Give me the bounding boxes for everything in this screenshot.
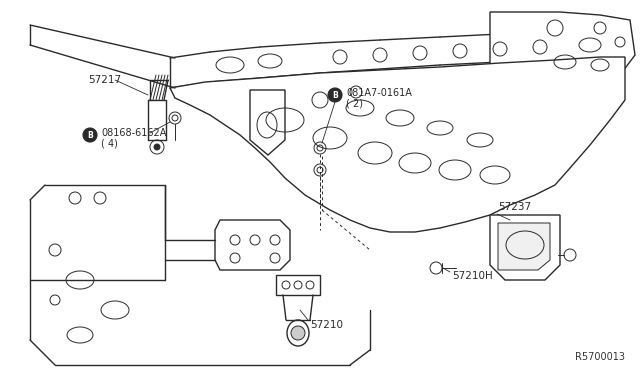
Polygon shape [490, 12, 635, 88]
Polygon shape [170, 57, 625, 232]
Text: 57237: 57237 [498, 202, 531, 212]
Polygon shape [215, 220, 290, 270]
Text: B: B [87, 131, 93, 140]
Circle shape [291, 326, 305, 340]
Text: B: B [332, 90, 338, 99]
Polygon shape [490, 215, 560, 280]
Text: ( 4): ( 4) [101, 139, 118, 149]
Text: 57217: 57217 [88, 75, 121, 85]
Text: 57210: 57210 [310, 320, 343, 330]
Polygon shape [276, 275, 320, 295]
Polygon shape [250, 90, 285, 155]
Circle shape [83, 128, 97, 142]
Text: ( 2): ( 2) [346, 99, 363, 109]
Text: 08168-6162A: 08168-6162A [101, 128, 166, 138]
Text: R5700013: R5700013 [575, 352, 625, 362]
Polygon shape [498, 223, 550, 270]
Circle shape [154, 144, 160, 150]
Text: 081A7-0161A: 081A7-0161A [346, 88, 412, 98]
Text: 57210H: 57210H [452, 271, 493, 281]
Circle shape [328, 88, 342, 102]
